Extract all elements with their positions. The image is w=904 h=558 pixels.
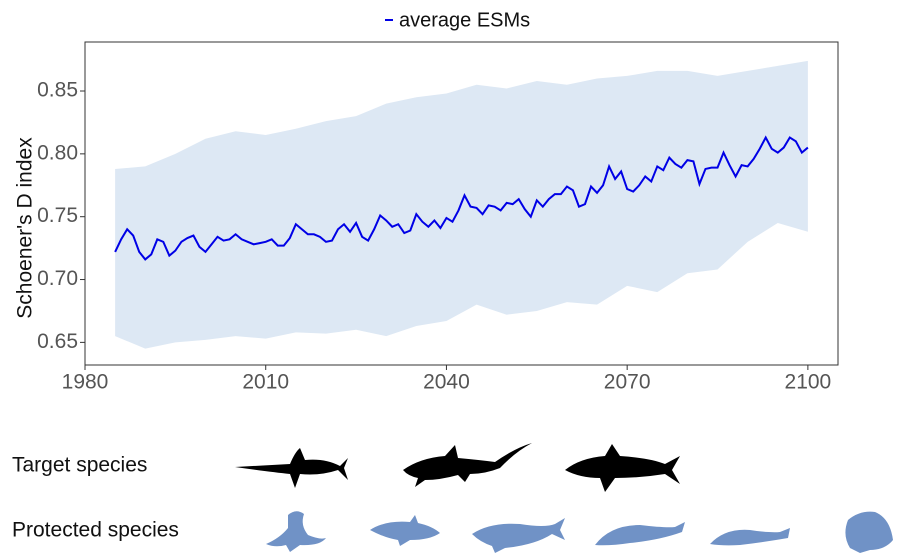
protected-silhouettes	[266, 511, 893, 553]
turtle	[845, 511, 893, 553]
x-tick-label: 2100	[785, 371, 832, 394]
target-silhouettes	[235, 443, 680, 492]
y-tick-label: 0.85	[37, 79, 78, 102]
seal	[266, 511, 326, 552]
legend-label: average ESMs	[399, 9, 530, 31]
y-tick-label: 0.80	[37, 141, 78, 164]
x-tick-label: 2010	[242, 371, 289, 394]
y-tick-label: 0.65	[37, 330, 78, 353]
series-line	[114, 135, 809, 261]
plot-frame	[84, 41, 839, 366]
humpback-whale	[472, 518, 565, 553]
shark	[565, 444, 680, 492]
fin-whale	[710, 528, 790, 546]
protected-label: Protected species	[12, 519, 179, 542]
swordfish	[235, 448, 348, 488]
x-tick-label: 2040	[423, 371, 470, 394]
x-tick-label: 2070	[604, 371, 651, 394]
x-tick-label: 1980	[62, 371, 109, 394]
y-axis-label: Schoener's D index	[14, 137, 37, 319]
y-tick-label: 0.75	[37, 204, 78, 227]
thresher-shark	[403, 443, 532, 487]
target-label: Target species	[12, 454, 147, 477]
blue-whale	[595, 522, 685, 546]
dolphin	[370, 515, 440, 546]
y-tick-label: 0.70	[37, 267, 78, 290]
